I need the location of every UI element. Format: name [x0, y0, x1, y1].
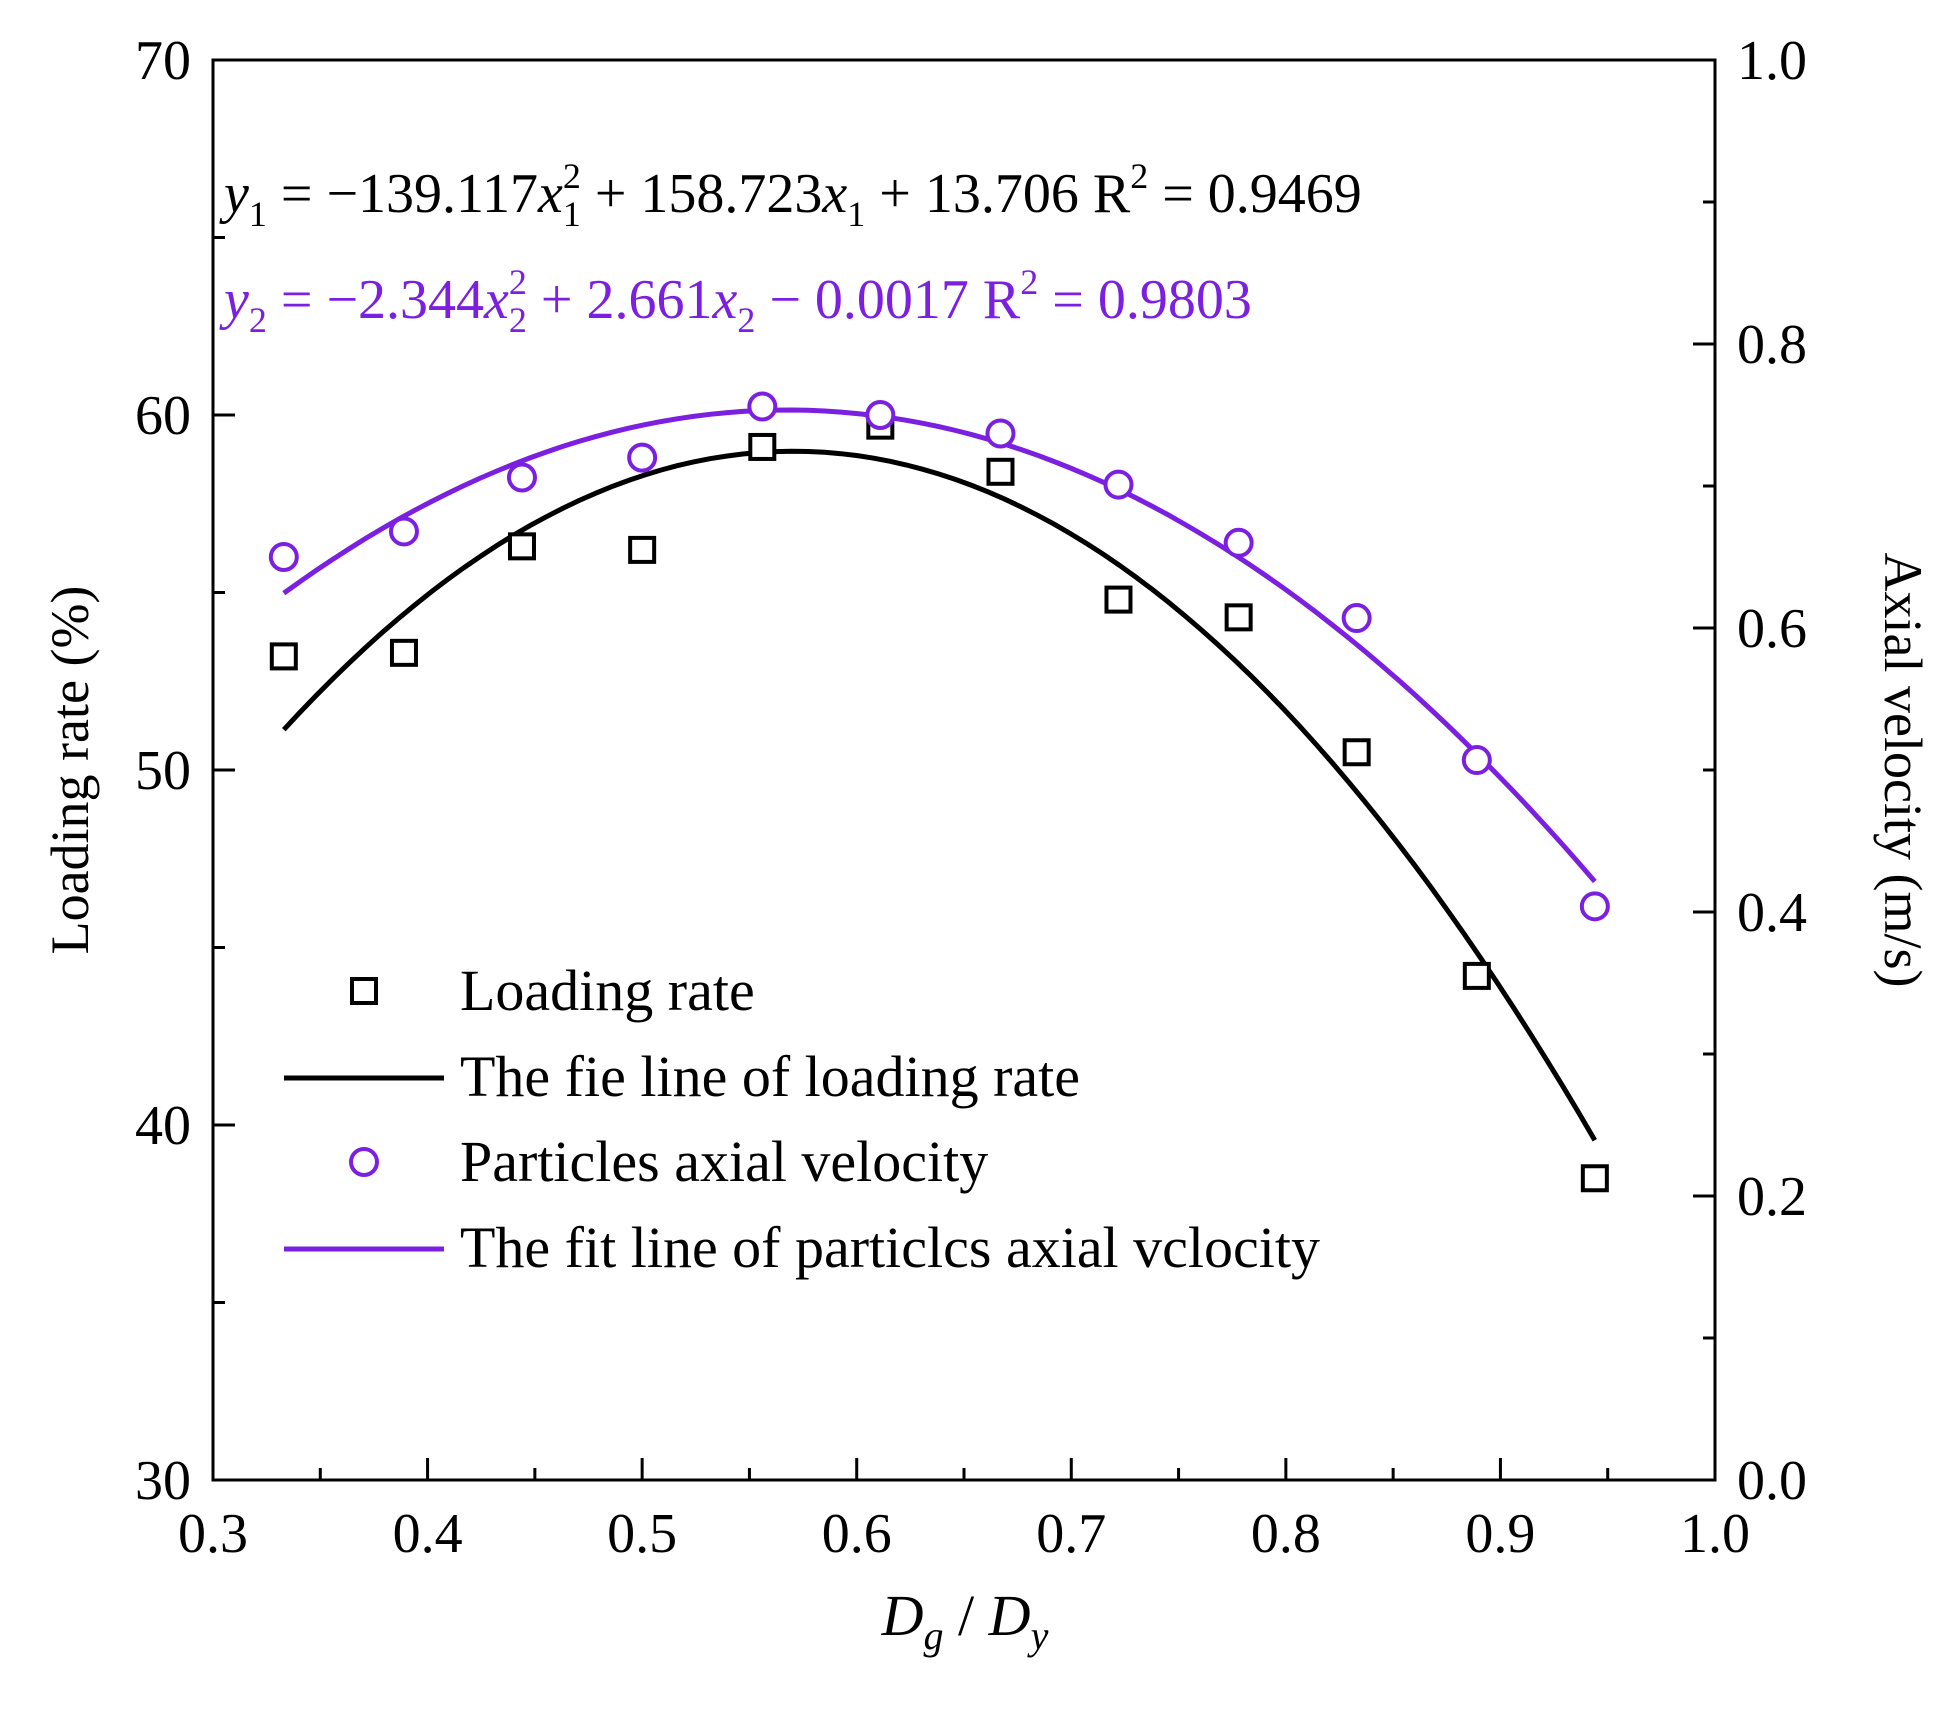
- y-right-tick-label: 0.8: [1737, 314, 1807, 376]
- y-left-tick-label: 40: [135, 1095, 191, 1157]
- legend-label-fit-particles-velocity: The fit line of particlcs axial vclocity: [460, 1215, 1320, 1280]
- legend-label-particles-velocity: Particles axial velocity: [460, 1129, 988, 1194]
- fit-lines: [281, 407, 1597, 1142]
- eq1-t2: + 158.723: [581, 163, 823, 225]
- y-left-axis-title: Loading rate (%): [40, 586, 100, 955]
- axial-velocity-point: [268, 542, 299, 572]
- eq1-xb-sub: 1: [847, 194, 865, 234]
- eq2-t1: = −2.344: [267, 269, 484, 331]
- y-left-tick-label: 70: [135, 30, 191, 92]
- axial-velocity-point: [1103, 469, 1134, 500]
- y-left-tick-label: 50: [135, 740, 191, 802]
- x-axis-ticks: 0.3 0.4 0.5 0.6 0.7 0.8 0.9 1.0: [178, 1458, 1750, 1565]
- y-right-axis-ticks: 0.0 0.2 0.4 0.6 0.8 1.0: [1693, 30, 1807, 1512]
- eq2-t4: = 0.9803: [1038, 269, 1252, 331]
- y-right-tick-label: 0.6: [1737, 598, 1807, 660]
- axial-velocity-point: [1341, 603, 1372, 634]
- x-tick-label: 0.6: [822, 1503, 892, 1565]
- x-tick-label: 0.8: [1251, 1503, 1321, 1565]
- axial-velocity-point: [1579, 891, 1610, 922]
- axial-velocity-point: [388, 516, 419, 547]
- eq1-t3: + 13.706 R: [865, 163, 1131, 225]
- legend-label-loading-rate: Loading rate: [460, 958, 755, 1023]
- axial-velocity-point: [1461, 745, 1492, 776]
- y-right-tick-label: 0.2: [1737, 1166, 1807, 1228]
- loading-rate-point: [986, 457, 1015, 486]
- x-title-sub-y: y: [1027, 1613, 1049, 1658]
- x-title-sub-g: g: [924, 1613, 944, 1658]
- axial-velocity-point: [985, 418, 1016, 449]
- eq1-xb: x: [821, 163, 847, 225]
- loading-rate-point: [1104, 585, 1133, 614]
- loading-rate-point: [1342, 738, 1371, 767]
- data-markers: [268, 391, 1610, 1193]
- eq1-xa-sub: 1: [563, 194, 581, 234]
- eq2-y-sub: 2: [249, 300, 267, 340]
- y-right-tick-label: 0.0: [1737, 1450, 1807, 1512]
- eq1-xa: x: [537, 163, 563, 225]
- eq2-xa: x: [483, 269, 509, 331]
- axial-velocity-point: [747, 391, 778, 422]
- eq1-t1: = −139.117: [267, 163, 538, 225]
- fit-line-loading-rate: [281, 448, 1597, 1142]
- eq1-y: y: [219, 163, 249, 225]
- x-title-d2: D: [988, 1583, 1031, 1648]
- loading-rate-point: [1224, 603, 1253, 632]
- loading-rate-point: [507, 532, 536, 561]
- eq1-t4: = 0.9469: [1148, 163, 1362, 225]
- y-right-tick-label: 0.4: [1737, 882, 1807, 944]
- legend-square-marker: [350, 977, 378, 1005]
- x-axis-title: Dg / Dy: [881, 1583, 1049, 1658]
- x-tick-label: 0.4: [393, 1503, 463, 1565]
- loading-rate-point: [389, 638, 418, 667]
- axial-velocity-point: [865, 400, 896, 430]
- eq2-xb-sub: 2: [737, 300, 755, 340]
- loading-rate-point: [1462, 961, 1491, 990]
- axial-velocity-point: [627, 442, 658, 473]
- x-tick-label: 0.7: [1036, 1503, 1106, 1565]
- y-left-tick-label: 30: [135, 1450, 191, 1512]
- legend: Loading rate The fie line of loading rat…: [284, 958, 1320, 1280]
- loading-rate-point: [748, 432, 777, 461]
- eq2-t2: + 2.661: [527, 269, 713, 331]
- y-right-tick-label: 1.0: [1737, 30, 1807, 92]
- y-left-axis-ticks: 30 40 50 60 70: [135, 30, 235, 1512]
- x-tick-label: 1.0: [1680, 1503, 1750, 1565]
- y-left-tick-label: 60: [135, 385, 191, 447]
- fit-line-axial-velocity: [282, 407, 1597, 884]
- axial-velocity-point: [506, 462, 537, 493]
- eq2-xa-sup: 2: [509, 262, 527, 302]
- loading-rate-point: [269, 642, 298, 671]
- x-title-d1: D: [881, 1583, 924, 1648]
- loading-rate-point: [628, 535, 657, 564]
- eq1-r-sup: 2: [1130, 156, 1148, 196]
- loading-rate-point: [1580, 1164, 1609, 1193]
- eq2-y: y: [219, 269, 249, 331]
- legend-circle-marker: [349, 1147, 379, 1177]
- eq1-xa-sup: 2: [563, 156, 581, 196]
- eq2-xa-sub: 2: [509, 300, 527, 340]
- x-title-slash: /: [944, 1583, 989, 1648]
- equation-loading-rate: y1 = −139.117x2 1 + 158.723x1 + 13.706 R2…: [219, 156, 1362, 234]
- eq1-y-sub: 1: [249, 194, 267, 234]
- y-right-axis-title: Axial velocity (m/s): [1873, 553, 1933, 988]
- eq2-t3: − 0.0017 R: [755, 269, 1021, 331]
- axial-velocity-point: [1223, 527, 1254, 558]
- eq2-r-sup: 2: [1020, 262, 1038, 302]
- legend-label-fit-loading-rate: The fie line of loading rate: [460, 1044, 1080, 1109]
- eq2-xb: x: [711, 269, 737, 331]
- x-tick-label: 0.5: [607, 1503, 677, 1565]
- x-tick-label: 0.9: [1465, 1503, 1535, 1565]
- x-tick-label: 0.3: [178, 1503, 248, 1565]
- equation-axial-velocity: y2 = −2.344x2 2 + 2.661x2 − 0.0017 R2 = 0…: [219, 262, 1252, 340]
